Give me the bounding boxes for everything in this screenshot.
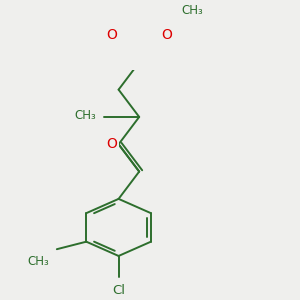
Text: O: O xyxy=(161,28,172,42)
Text: CH₃: CH₃ xyxy=(27,255,49,268)
Text: Cl: Cl xyxy=(112,284,125,298)
Text: O: O xyxy=(106,137,117,151)
Text: CH₃: CH₃ xyxy=(181,4,203,17)
Text: O: O xyxy=(106,28,117,42)
Text: CH₃: CH₃ xyxy=(75,109,96,122)
